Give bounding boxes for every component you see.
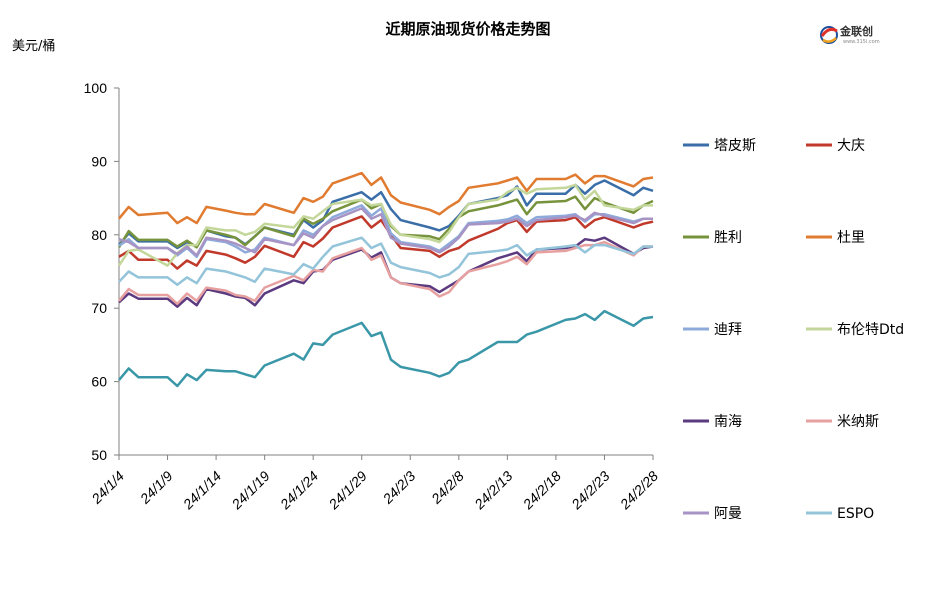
x-tick-label: 24/1/4 bbox=[88, 468, 128, 508]
brand-logo: 金联创 www.315i.com bbox=[820, 24, 880, 45]
legend-item: ESPO bbox=[806, 506, 874, 522]
series-line-9 bbox=[118, 236, 653, 286]
y-tick-label: 70 bbox=[91, 300, 107, 316]
y-tick-label: 80 bbox=[91, 227, 107, 243]
y-tick-label: 60 bbox=[91, 374, 107, 390]
legend-label: 迪拜 bbox=[714, 322, 742, 338]
legend-item: 塔皮斯 bbox=[683, 138, 756, 154]
chart-title: 近期原油现货价格走势图 bbox=[385, 20, 550, 38]
x-tick-label: 24/2/13 bbox=[470, 468, 515, 513]
legend-item: 南海 bbox=[683, 414, 742, 430]
legend-label: 塔皮斯 bbox=[714, 138, 756, 154]
y-tick-label: 100 bbox=[84, 80, 108, 96]
y-tick-label: 90 bbox=[91, 153, 107, 169]
series-line-10 bbox=[118, 309, 654, 388]
series-line-8 bbox=[118, 207, 653, 257]
x-tick-label: 24/1/9 bbox=[136, 468, 176, 508]
legend-item: 迪拜 bbox=[683, 322, 742, 338]
legend-item: 米纳斯 bbox=[806, 414, 879, 430]
x-tick-label: 24/2/23 bbox=[568, 468, 613, 513]
logo-subtext: www.315i.com bbox=[843, 39, 880, 45]
legend-item: 大庆 bbox=[806, 138, 865, 154]
series-line-5 bbox=[117, 183, 653, 267]
series-line-1 bbox=[118, 215, 654, 270]
series-line-3 bbox=[118, 171, 654, 225]
legend-label: 大庆 bbox=[837, 138, 865, 154]
series-lines bbox=[117, 171, 654, 388]
legend-label: 阿曼 bbox=[714, 506, 742, 522]
series-line-7 bbox=[118, 240, 653, 306]
x-tick-label: 24/1/19 bbox=[228, 468, 273, 513]
logo-swoosh-icon bbox=[822, 37, 837, 43]
legend-item: 阿曼 bbox=[683, 506, 742, 522]
x-tick-label: 24/1/14 bbox=[179, 468, 224, 513]
legend-label: 南海 bbox=[714, 414, 742, 430]
logo-swoosh-icon bbox=[820, 27, 838, 37]
legend-label: 米纳斯 bbox=[837, 414, 879, 430]
x-tick-label: 24/2/3 bbox=[379, 468, 419, 508]
legend-label: 杜里 bbox=[837, 230, 865, 246]
legend-label: 胜利 bbox=[714, 230, 742, 246]
x-tick-label: 24/1/24 bbox=[276, 468, 321, 513]
y-tick-label: 50 bbox=[91, 447, 107, 463]
logo-text: 金联创 bbox=[839, 24, 873, 38]
legend-item: 杜里 bbox=[806, 230, 865, 246]
y-axis-unit-label: 美元/桶 bbox=[12, 39, 55, 54]
series-line-6 bbox=[118, 236, 654, 308]
legend-item: 胜利 bbox=[683, 230, 742, 246]
legend-label: 布伦特Dtd bbox=[837, 322, 904, 338]
x-tick-label: 24/2/8 bbox=[427, 468, 467, 508]
x-tick-label: 24/2/28 bbox=[616, 468, 661, 513]
x-tick-label: 24/2/18 bbox=[519, 468, 564, 513]
legend-item: 布伦特Dtd bbox=[806, 322, 904, 338]
x-tick-label: 24/1/29 bbox=[325, 468, 370, 513]
legend-label: ESPO bbox=[837, 506, 874, 522]
